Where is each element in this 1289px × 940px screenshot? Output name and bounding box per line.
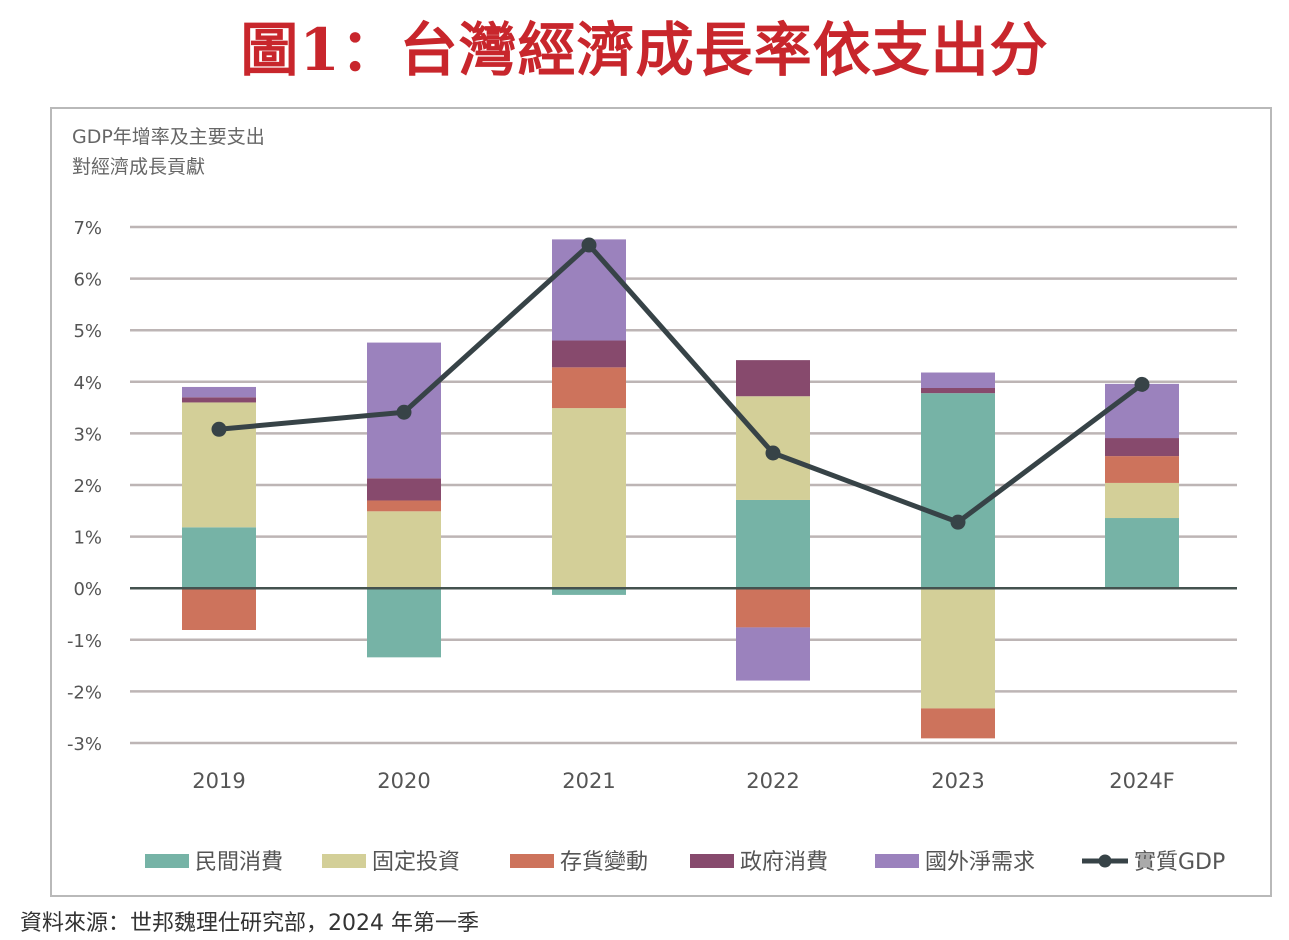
- bar-group-2024F: [1105, 383, 1179, 589]
- bar-segment: [1105, 383, 1179, 439]
- legend-item: 政府消費: [690, 850, 828, 875]
- bar-segment: [1105, 482, 1179, 519]
- bar-segment: [182, 588, 256, 630]
- legend-label: 存貨變動: [560, 850, 648, 875]
- gdp-point: [765, 445, 781, 461]
- bar-segment: [552, 588, 626, 595]
- bar-segment: [736, 360, 810, 397]
- y-axis-ticks: 7% 6% 5% 4% 3% 2% 1% 0% -1% -2% -3%: [67, 218, 102, 755]
- x-tick-label: 2019: [192, 769, 245, 793]
- legend-line-marker: [1098, 854, 1112, 868]
- y-tick-label: -2%: [67, 682, 102, 703]
- subtitle-line-2: 對經濟成長貢獻: [72, 156, 206, 178]
- bar-group-2020: [367, 342, 441, 658]
- gdp-point: [1134, 376, 1150, 392]
- legend-item: 民間消費: [145, 850, 283, 875]
- legend-item: 國外淨需求: [875, 850, 1035, 875]
- y-tick-label: 0%: [73, 579, 102, 600]
- bar-segment: [921, 393, 995, 589]
- bar-segment: [367, 500, 441, 512]
- legend-swatch: [875, 854, 919, 868]
- source-note: 資料來源：世邦魏理仕研究部，2024 年第一季: [20, 911, 479, 936]
- gdp-point: [396, 404, 412, 420]
- y-tick-label: 6%: [73, 270, 102, 291]
- x-tick-label: 2021: [562, 769, 615, 793]
- bar-segment: [182, 402, 256, 528]
- gdp-point: [211, 421, 227, 437]
- y-tick-label: 5%: [73, 321, 102, 342]
- legend-item: 存貨變動: [510, 850, 648, 875]
- bar-segment: [367, 478, 441, 501]
- legend-swatch: [145, 854, 189, 868]
- bar-segment: [736, 499, 810, 589]
- bar-segment: [1105, 438, 1179, 457]
- gdp-point: [950, 514, 966, 530]
- bar-segment: [182, 397, 256, 403]
- legend-item: 實質GDP: [1082, 850, 1225, 875]
- legend-item: 固定投資: [322, 850, 460, 875]
- legend-label: 政府消費: [740, 850, 828, 875]
- y-tick-label: 1%: [73, 528, 102, 549]
- y-tick-label: 4%: [73, 373, 102, 394]
- bar-segment: [921, 387, 995, 394]
- bar-segment: [182, 527, 256, 589]
- legend-label: 國外淨需求: [925, 850, 1035, 875]
- y-tick-label: -3%: [67, 734, 102, 755]
- bar-segment: [736, 588, 810, 628]
- bar-segment: [1105, 456, 1179, 483]
- chart-subtitle: GDP年增率及主要支出 對經濟成長貢獻: [72, 122, 265, 182]
- legend: 民間消費 固定投資 存貨變動 政府消費 國外淨需求 實質GDP: [145, 850, 1225, 875]
- bar-group-2021: [552, 239, 626, 595]
- legend-label: 民間消費: [195, 850, 283, 875]
- bar-segment: [1105, 518, 1179, 589]
- bar-segment: [182, 386, 256, 398]
- bar-segment: [367, 511, 441, 589]
- gdp-line: [218, 242, 1144, 525]
- bars: [182, 239, 1179, 739]
- gridlines: [130, 225, 1237, 745]
- x-tick-label: 2022: [746, 769, 799, 793]
- x-tick-label: 2020: [377, 769, 430, 793]
- bar-segment: [921, 372, 995, 388]
- x-tick-label: 2024F: [1109, 769, 1175, 793]
- x-axis-ticks: 2019 2020 2021 2022 2023 2024F: [192, 769, 1174, 793]
- y-tick-label: -1%: [67, 631, 102, 652]
- bar-segment: [552, 408, 626, 589]
- bar-group-2022: [736, 360, 810, 681]
- legend-swatch: [690, 854, 734, 868]
- bar-segment: [921, 588, 995, 709]
- y-tick-label: 3%: [73, 424, 102, 445]
- bar-segment: [367, 588, 441, 658]
- figure-title: 圖1：台灣經濟成長率依支出分: [240, 16, 1049, 84]
- legend-swatch: [510, 854, 554, 868]
- bar-segment: [736, 627, 810, 681]
- bar-group-2023: [921, 372, 995, 739]
- legend-swatch: [322, 854, 366, 868]
- y-tick-label: 2%: [73, 476, 102, 497]
- gdp-point: [581, 237, 597, 253]
- bar-segment: [552, 340, 626, 368]
- y-tick-label: 7%: [73, 218, 102, 239]
- gdp-line-series: [211, 237, 1150, 530]
- legend-label: 固定投資: [372, 850, 460, 875]
- x-tick-label: 2023: [931, 769, 984, 793]
- bar-segment: [921, 708, 995, 739]
- legend-label: 實質GDP: [1134, 850, 1225, 875]
- bar-segment: [552, 367, 626, 409]
- subtitle-line-1: GDP年增率及主要支出: [72, 126, 265, 148]
- bar-segment: [552, 239, 626, 341]
